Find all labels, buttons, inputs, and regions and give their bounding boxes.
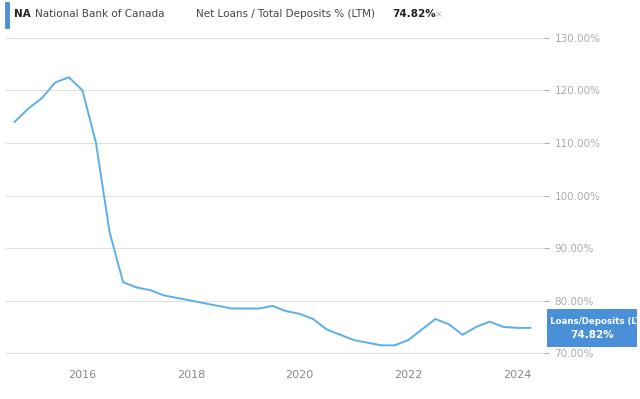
Text: ×: × [435, 10, 442, 19]
Text: Net Loans/Deposits (LTM): Net Loans/Deposits (LTM) [530, 317, 640, 326]
FancyBboxPatch shape [547, 309, 637, 347]
Text: Net Loans / Total Deposits % (LTM): Net Loans / Total Deposits % (LTM) [196, 9, 375, 20]
Text: National Bank of Canada: National Bank of Canada [35, 9, 164, 20]
Text: 74.82%: 74.82% [570, 330, 614, 340]
Text: NA: NA [14, 9, 31, 20]
Text: 74.82%: 74.82% [392, 9, 436, 20]
